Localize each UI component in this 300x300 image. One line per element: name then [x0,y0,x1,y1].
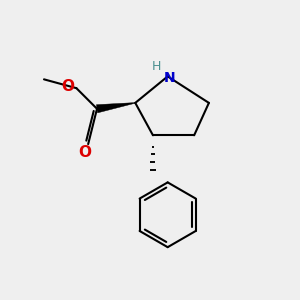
Polygon shape [96,103,135,113]
Text: N: N [164,71,176,85]
Text: O: O [79,145,92,160]
Text: O: O [61,79,75,94]
Text: H: H [152,61,161,74]
